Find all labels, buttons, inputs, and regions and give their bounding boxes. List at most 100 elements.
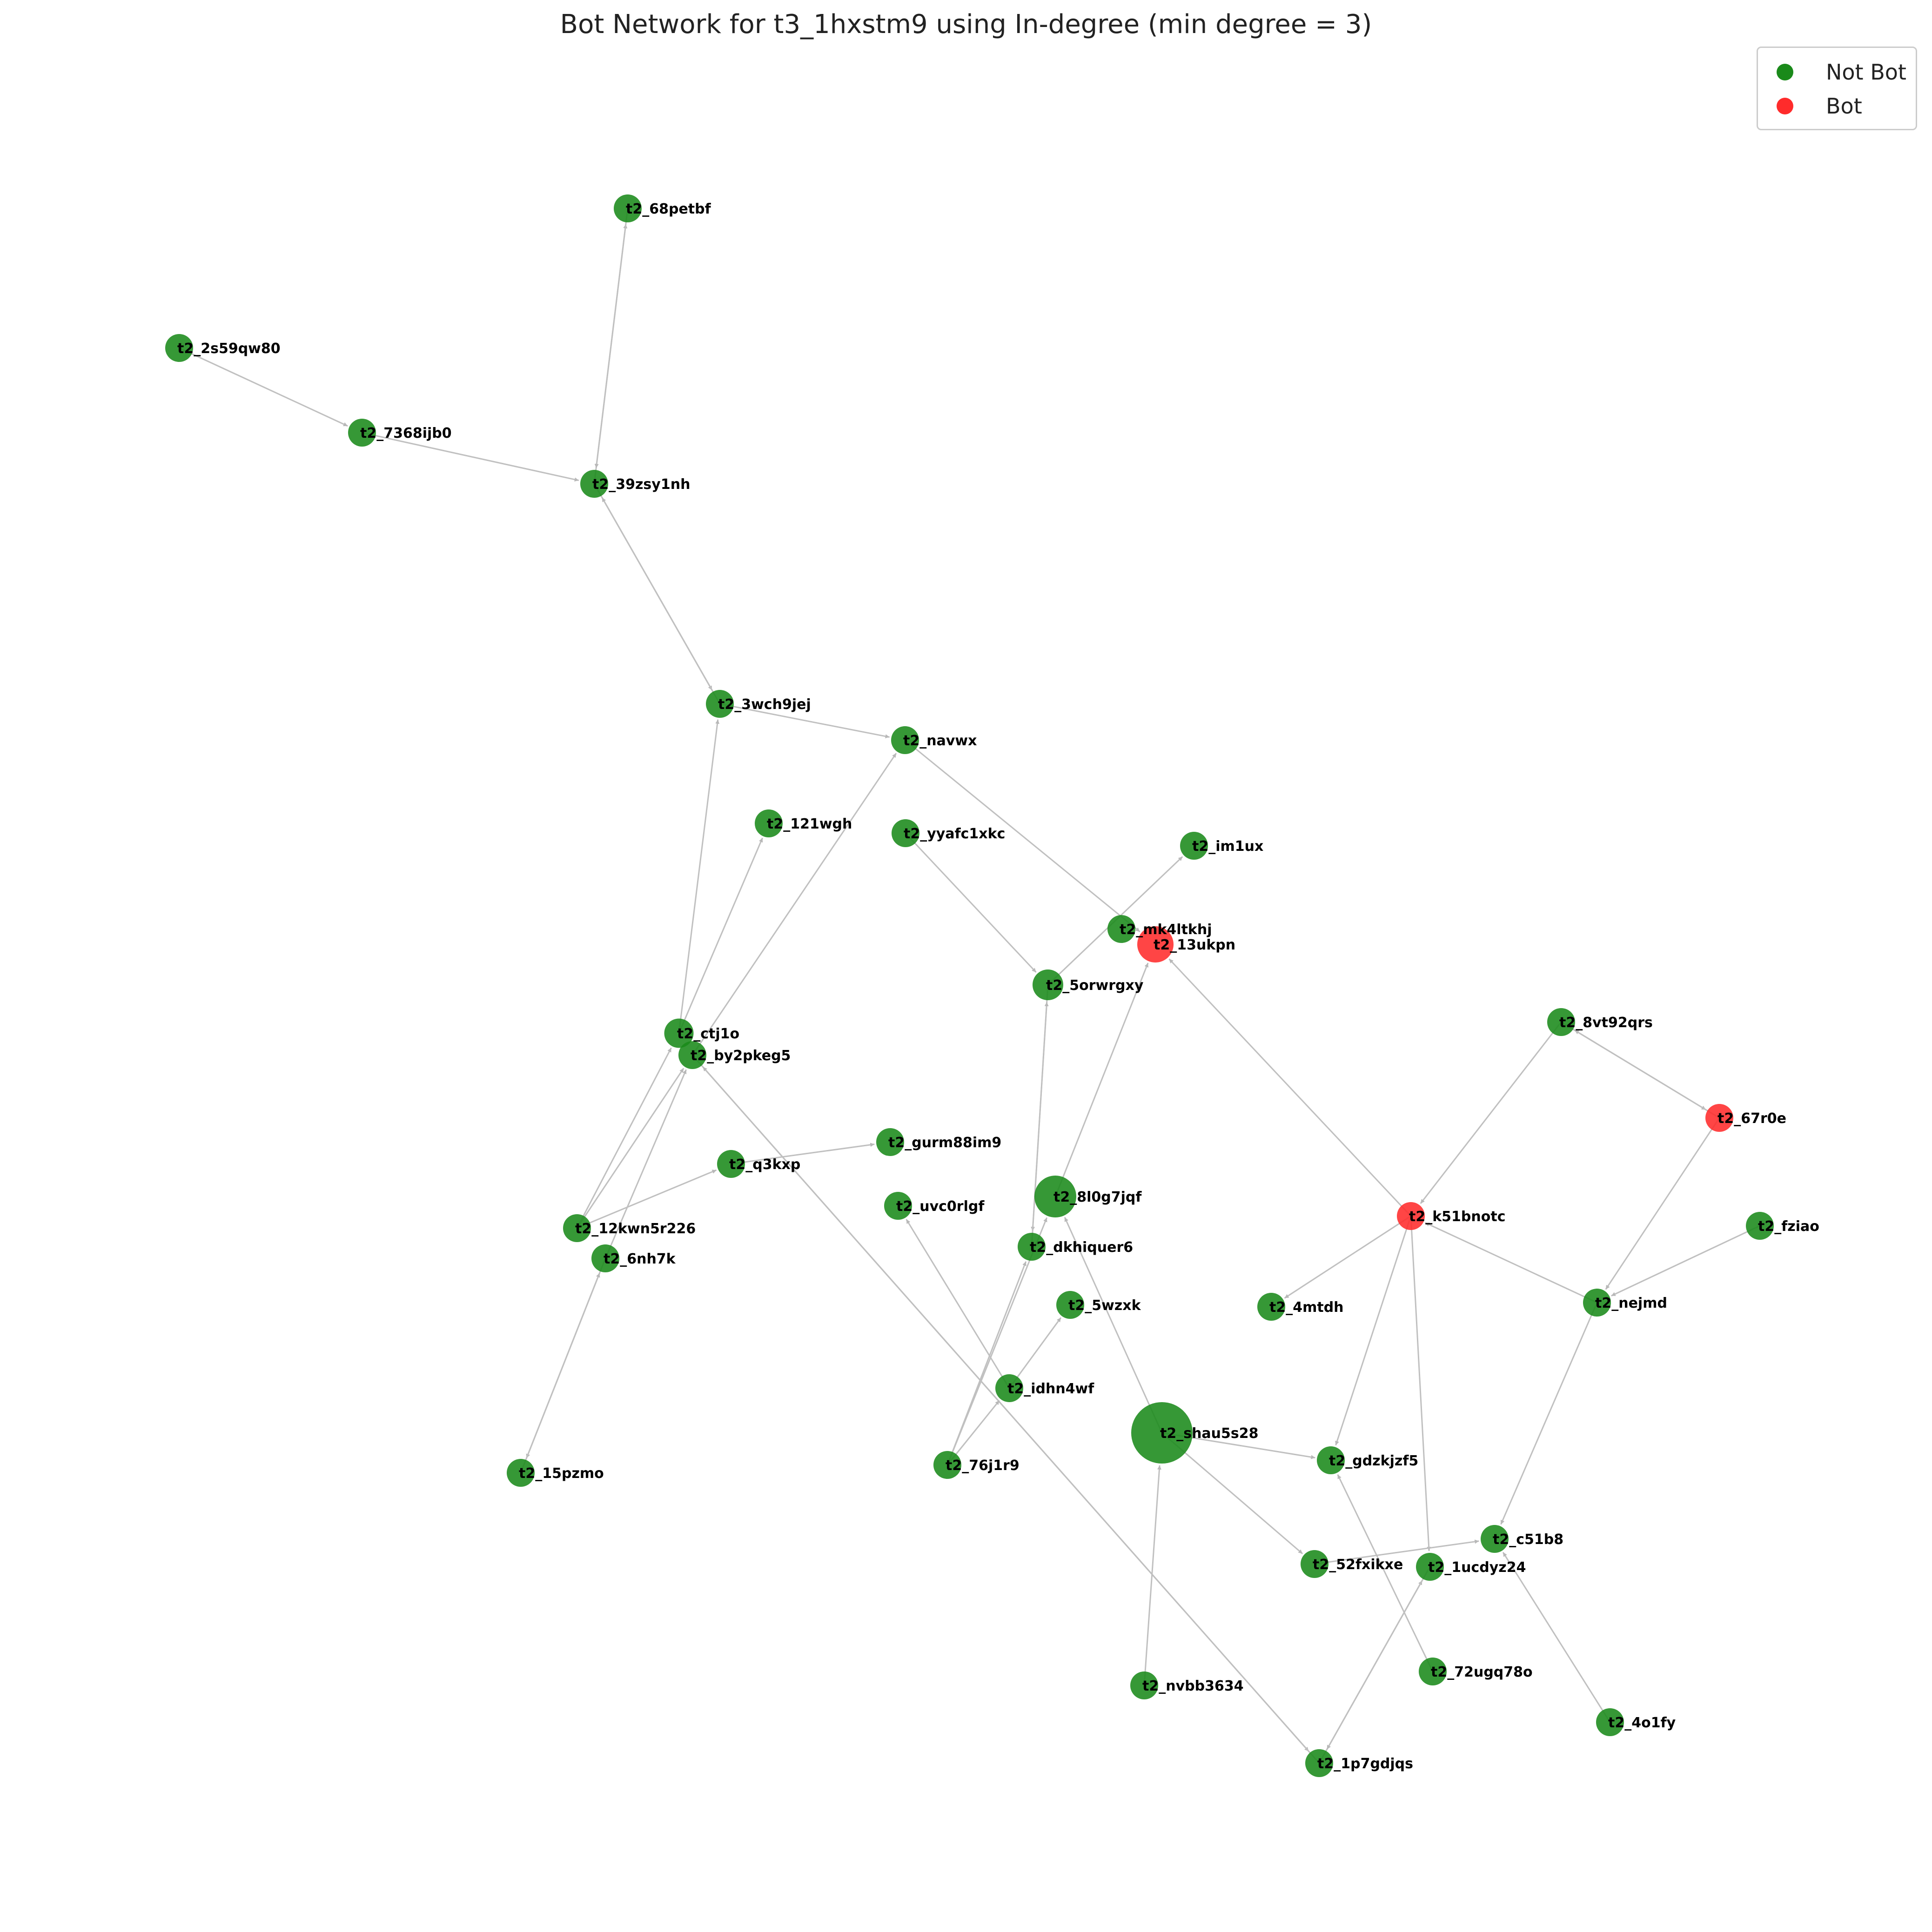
node-label-t2_uvc0rlgf: t2_uvc0rlgf [896,1198,985,1215]
node-t2_mk4ltkhj[interactable] [1107,915,1135,943]
edge-t2_2s59qw80-to-t2_7368ijb0 [179,347,348,427]
edge-t2_nejmd-to-t2_k51bnotc [1425,1222,1597,1304]
legend-label-bot: Bot [1826,94,1862,119]
edge-t2_k51bnotc-to-t2_4mtdh [1284,1215,1411,1299]
node-t2_navwx[interactable] [891,726,919,754]
node-t2_fziao[interactable] [1746,1212,1774,1240]
node-t2_4mtdh[interactable] [1257,1293,1285,1321]
node-t2_68petbf[interactable] [614,194,642,222]
node-t2_im1ux[interactable] [1180,832,1208,860]
node-t2_q3kxp[interactable] [717,1150,745,1178]
node-label-t2_navwx: t2_navwx [903,733,977,749]
edge-t2_by2pkeg5-to-t2_navwx [691,753,897,1056]
node-label-t2_121wgh: t2_121wgh [767,816,852,832]
node-t2_12kwn5r226[interactable] [563,1214,591,1242]
node-label-t2_13ukpn: t2_13ukpn [1154,937,1235,953]
node-label-t2_by2pkeg5: t2_by2pkeg5 [691,1048,791,1064]
node-label-t2_c51b8: t2_c51b8 [1493,1531,1563,1548]
node-label-t2_39zsy1nh: t2_39zsy1nh [592,476,690,493]
edge-t2_12kwn5r226-to-t2_by2pkeg5 [576,1068,684,1229]
edge-t2_idhn4wf-to-t2_uvc0rlgf [906,1219,1010,1389]
node-t2_nvbb3634[interactable] [1130,1671,1158,1699]
edge-t2_ctj1o-to-t2_121wgh [678,837,764,1034]
node-t2_yyafc1xkc[interactable] [892,819,919,847]
node-t2_7368ijb0[interactable] [348,419,376,447]
node-label-t2_shau5s28: t2_shau5s28 [1160,1425,1259,1442]
node-t2_76j1r9[interactable] [933,1451,961,1479]
node-t2_72ugq78o[interactable] [1419,1658,1447,1685]
node-label-t2_52fxikxe: t2_52fxikxe [1313,1557,1403,1573]
node-label-t2_1ucdyz24: t2_1ucdyz24 [1428,1559,1526,1576]
node-t2_67r0e[interactable] [1705,1104,1733,1132]
edge-t2_k51bnotc-to-t2_gdzkjzf5 [1335,1216,1412,1446]
node-t2_8l0g7jqf[interactable] [1034,1176,1076,1217]
edge-t2_k51bnotc-to-t2_1ucdyz24 [1410,1216,1431,1551]
node-t2_15pzmo[interactable] [507,1459,535,1487]
node-t2_13ukpn[interactable] [1137,926,1174,963]
node-label-t2_mk4ltkhj: t2_mk4ltkhj [1120,922,1212,938]
node-t2_uvc0rlgf[interactable] [884,1192,912,1220]
legend: Not Bot Bot [1757,47,1917,130]
node-label-t2_2s59qw80: t2_2s59qw80 [177,341,281,357]
edge-t2_navwx-to-t2_13ukpn [905,739,1140,932]
edge-t2_3wch9jej-to-t2_navwx [719,703,890,739]
node-t2_52fxikxe[interactable] [1301,1550,1328,1578]
node-t2_shau5s28[interactable] [1131,1402,1193,1464]
node-t2_39zsy1nh[interactable] [580,470,608,498]
node-t2_nejmd[interactable] [1583,1289,1611,1317]
node-label-t2_yyafc1xkc: t2_yyafc1xkc [904,826,1005,842]
edge-t2_shau5s28-to-t2_52fxikxe [1161,1432,1303,1554]
node-t2_c51b8[interactable] [1481,1525,1509,1553]
node-t2_8vt92qrs[interactable] [1547,1008,1575,1036]
edge-t2_1ucdyz24-to-t2_1p7gdjqs [1326,1566,1431,1750]
node-t2_1p7gdjqs[interactable] [1305,1749,1333,1777]
edge-t2_nvbb3634-to-t2_shau5s28 [1143,1465,1161,1686]
legend-item-not-bot: Not Bot [1777,58,1906,86]
node-t2_1ucdyz24[interactable] [1416,1553,1444,1581]
node-t2_4o1fy[interactable] [1596,1708,1624,1736]
edge-t2_ctj1o-to-t2_3wch9jej [678,719,720,1034]
edge-t2_7368ijb0-to-t2_39zsy1nh [362,432,579,482]
edge-t2_67r0e-to-t2_8vt92qrs [1574,1030,1720,1119]
edge-t2_12kwn5r226-to-t2_ctj1o [576,1047,672,1229]
node-label-t2_k51bnotc: t2_k51bnotc [1409,1209,1505,1225]
edge-t2_idhn4wf-to-t2_5wzxk [1008,1317,1062,1389]
node-label-t2_nejmd: t2_nejmd [1595,1295,1667,1311]
node-t2_2s59qw80[interactable] [165,334,193,362]
node-t2_idhn4wf[interactable] [995,1374,1023,1402]
edge-t2_6nh7k-to-t2_by2pkeg5 [604,1069,687,1259]
node-label-t2_7368ijb0: t2_7368ijb0 [360,425,452,441]
node-t2_gurm88im9[interactable] [876,1128,904,1156]
node-t2_gdzkjzf5[interactable] [1317,1446,1345,1474]
node-label-t2_ctj1o: t2_ctj1o [677,1026,739,1042]
edge-t2_q3kxp-to-t2_gurm88im9 [731,1143,875,1165]
node-t2_5wzxk[interactable] [1056,1291,1084,1319]
node-label-t2_q3kxp: t2_q3kxp [729,1157,800,1173]
edge-t2_68petbf-to-t2_39zsy1nh [594,208,629,468]
node-t2_3wch9jej[interactable] [706,690,734,718]
edge-t2_8vt92qrs-to-t2_k51bnotc [1420,1022,1562,1204]
node-label-t2_nvbb3634: t2_nvbb3634 [1142,1678,1244,1694]
node-label-t2_gurm88im9: t2_gurm88im9 [888,1135,1001,1151]
node-t2_dkhiquer6[interactable] [1018,1233,1046,1261]
labels-layer: t2_68petbf t2_2s59qw80 t2_7368ijb0 t2_39zsy… [177,201,1819,1772]
node-label-t2_5wzxk: t2_5wzxk [1068,1297,1141,1314]
edge-t2_nejmd-to-t2_c51b8 [1500,1302,1598,1525]
bot-marker-icon [1777,98,1793,114]
node-t2_5orwrgxy[interactable] [1033,969,1063,1000]
node-label-t2_4mtdh: t2_4mtdh [1269,1299,1344,1316]
nodes-layer [165,194,1774,1777]
node-label-t2_15pzmo: t2_15pzmo [519,1465,604,1482]
node-label-t2_72ugq78o: t2_72ugq78o [1431,1664,1533,1680]
edge-t2_67r0e-to-t2_nejmd [1605,1117,1720,1290]
edge-t2_4o1fy-to-t2_c51b8 [1502,1551,1611,1723]
edge-t2_yyafc1xkc-to-t2_5orwrgxy [905,832,1037,973]
node-t2_121wgh[interactable] [755,809,783,837]
node-t2_ctj1o[interactable] [664,1018,694,1048]
node-t2_by2pkeg5[interactable] [678,1041,706,1069]
node-t2_6nh7k[interactable] [591,1244,619,1272]
node-label-t2_12kwn5r226: t2_12kwn5r226 [575,1221,696,1237]
node-t2_k51bnotc[interactable] [1397,1202,1425,1230]
node-label-t2_im1ux: t2_im1ux [1192,838,1263,855]
